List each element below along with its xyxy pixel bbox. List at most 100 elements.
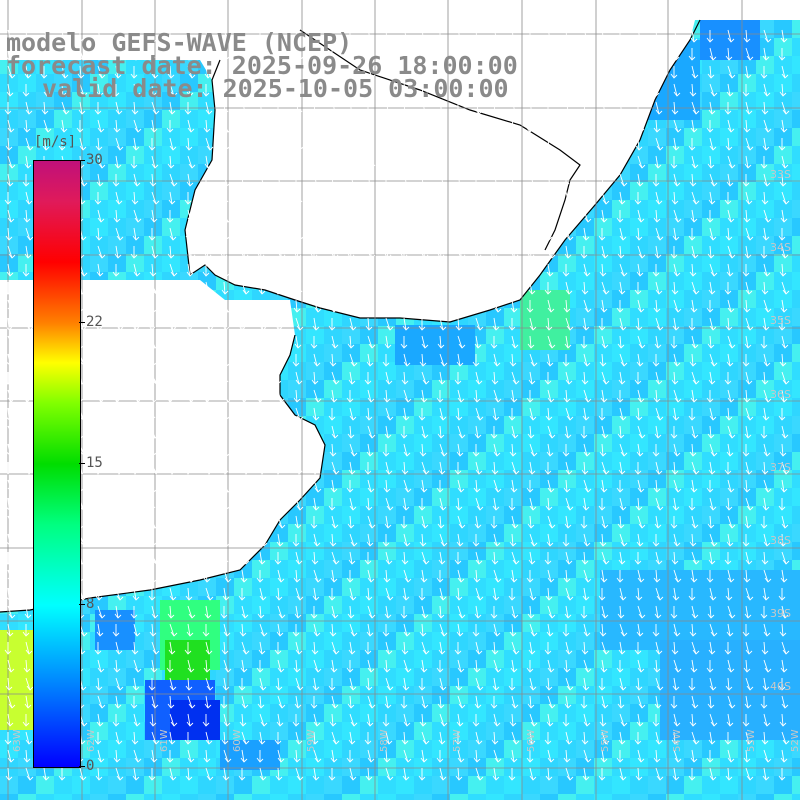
wind-cell (648, 308, 666, 326)
wind-arrow (475, 317, 484, 331)
wind-arrow (403, 623, 411, 637)
wind-cell (522, 596, 540, 614)
wind-arrow (763, 533, 771, 547)
wind-arrow (779, 173, 787, 187)
wind-arrow (275, 677, 283, 691)
wind-cell (540, 452, 558, 470)
wind-arrow (312, 317, 320, 331)
wind-arrow (473, 569, 481, 583)
wind-arrow (25, 497, 34, 511)
wind-cell (648, 452, 666, 470)
wind-cell (144, 254, 162, 272)
wind-cell (540, 794, 558, 800)
wind-arrow (239, 713, 247, 727)
wind-arrow (132, 497, 140, 511)
wind-arrow (527, 155, 535, 169)
wind-arrow (367, 605, 376, 619)
longitude-label: 58W (379, 729, 390, 752)
wind-cell (504, 434, 522, 452)
wind-arrow (727, 29, 735, 43)
wind-arrow (581, 101, 589, 115)
wind-arrow (151, 551, 160, 565)
wind-cell (756, 452, 774, 470)
wind-arrow (617, 335, 625, 349)
wind-cell (792, 434, 800, 452)
wind-arrow (330, 659, 338, 673)
wind-arrow (688, 588, 696, 601)
wind-arrow (475, 461, 483, 475)
wind-arrow (4, 642, 12, 655)
wind-arrow (203, 389, 211, 403)
wind-cell (738, 110, 756, 128)
wind-arrow (565, 677, 574, 691)
wind-cell (324, 524, 342, 542)
wind-cell (144, 74, 162, 92)
wind-cell (612, 380, 630, 398)
wind-arrow (474, 515, 482, 529)
wind-arrow (186, 713, 194, 727)
wind-cell (220, 740, 280, 770)
wind-arrow (583, 713, 591, 727)
wind-cell (486, 578, 504, 596)
wind-arrow (40, 66, 48, 79)
wind-arrow (780, 659, 788, 673)
wind-arrow (455, 677, 463, 691)
wind-arrow (7, 749, 15, 763)
wind-arrow (673, 533, 681, 547)
wind-cell (396, 398, 414, 416)
wind-cell (486, 398, 504, 416)
wind-arrow (439, 587, 447, 601)
wind-arrow (258, 281, 266, 295)
wind-arrow (295, 317, 304, 331)
wind-arrow (562, 624, 570, 637)
wind-arrow (220, 606, 228, 619)
wind-arrow (493, 623, 501, 637)
wind-cell (126, 56, 144, 74)
wind-cell (288, 776, 306, 794)
wind-cell (342, 488, 360, 506)
wind-arrow (367, 389, 375, 403)
wind-cell (792, 524, 800, 542)
wind-cell (432, 452, 450, 470)
wind-cell (126, 704, 144, 722)
wind-arrow (313, 569, 322, 583)
wind-arrow (493, 659, 502, 673)
colorbar-tick-mark (79, 766, 85, 767)
wind-arrow (78, 101, 86, 115)
wind-cell (720, 740, 738, 758)
wind-arrow (240, 389, 248, 403)
wind-arrow (329, 173, 337, 187)
wind-arrow (583, 569, 592, 583)
wind-cell (540, 380, 558, 398)
wind-arrow (725, 137, 733, 151)
wind-arrow (400, 66, 408, 79)
wind-arrow (402, 677, 410, 691)
wind-arrow (781, 335, 789, 349)
wind-arrow (166, 480, 174, 493)
wind-arrow (492, 587, 500, 601)
wind-arrow (745, 371, 753, 385)
wind-arrow (312, 137, 320, 151)
wind-arrow (762, 227, 770, 241)
wind-arrow (781, 461, 790, 475)
wind-arrow (547, 209, 555, 223)
wind-arrow (329, 623, 337, 637)
wind-arrow (582, 767, 590, 781)
wind-arrow (637, 389, 645, 403)
wind-cell (738, 434, 756, 452)
wind-arrow (220, 156, 228, 169)
wind-arrow (529, 767, 537, 781)
wind-cell (486, 326, 504, 344)
wind-arrow (130, 66, 138, 79)
wind-arrow (187, 515, 196, 529)
wind-arrow (493, 479, 502, 493)
wind-cell (414, 740, 432, 758)
wind-cell (702, 164, 720, 182)
wind-arrow (526, 210, 534, 223)
wind-arrow (565, 281, 573, 295)
wind-cell (558, 722, 576, 740)
wind-cell (324, 398, 342, 416)
longitude-label: 55W (600, 729, 611, 752)
wind-cell (378, 614, 396, 632)
wind-arrow (439, 173, 448, 187)
